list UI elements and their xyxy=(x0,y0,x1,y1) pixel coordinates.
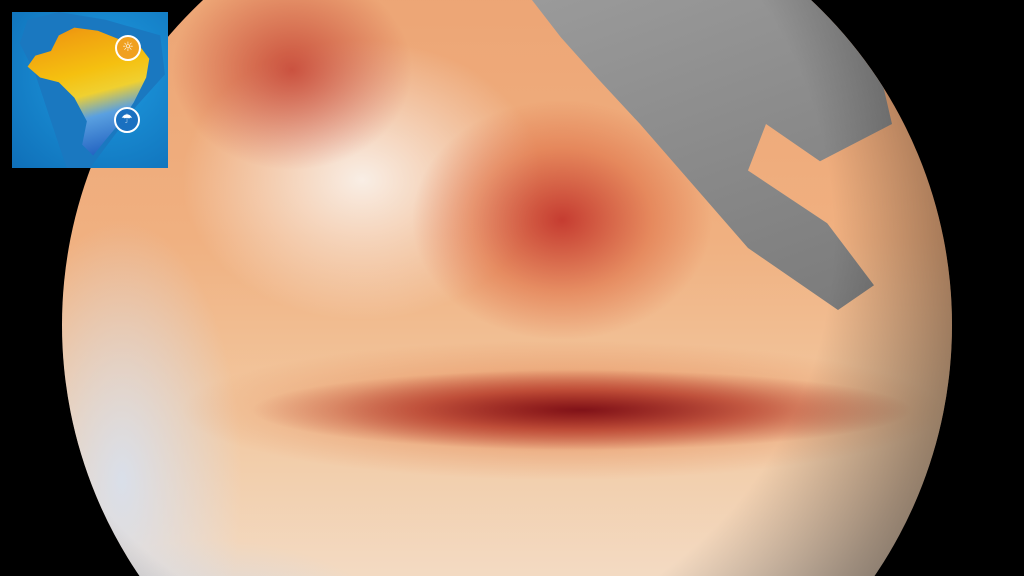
rain-cloud-icon: ☂ xyxy=(114,107,140,133)
brazil-inset-map: ☼ ☂ xyxy=(12,12,168,168)
sun-icon: ☼ xyxy=(115,35,141,61)
